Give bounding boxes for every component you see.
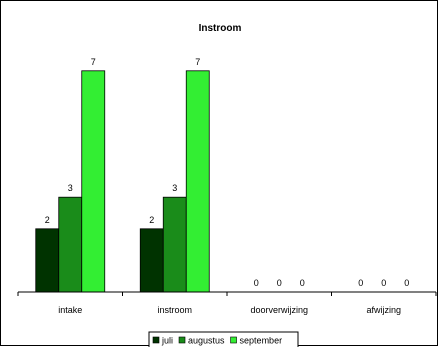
- legend-label-september: september: [240, 336, 283, 346]
- data-label-september-doorverwijzing: 0: [300, 278, 305, 288]
- bar-augustus-intake: [58, 196, 83, 293]
- bars-layer: [35, 70, 210, 293]
- legend: juli augustus september: [148, 331, 299, 349]
- bar-juli-intake: [35, 228, 60, 293]
- data-label-september-intake: 7: [91, 57, 96, 67]
- x-tick-label-instroom: instroom: [157, 305, 192, 315]
- data-labels-layer: 2 3 7 2 3 7 0 0 0 0 0 0: [45, 57, 410, 288]
- x-tick-label-intake: intake: [58, 305, 82, 315]
- legend-swatch-juli: [152, 336, 160, 344]
- bar-juli-instroom: [139, 228, 164, 293]
- bar-september-intake: [81, 70, 106, 293]
- data-label-september-afwijzing: 0: [404, 278, 409, 288]
- chart-title: Instroom: [199, 23, 242, 34]
- x-axis: intake instroom doorverwijzing afwijzing: [17, 291, 437, 315]
- bar-augustus-instroom: [162, 196, 187, 293]
- bar-september-instroom: [185, 70, 210, 293]
- data-label-juli-afwijzing: 0: [358, 278, 363, 288]
- data-label-augustus-instroom: 3: [172, 183, 177, 193]
- legend-swatch-september: [230, 336, 237, 344]
- x-tick-label-doorverwijzing: doorverwijzing: [250, 305, 308, 315]
- legend-label-juli: juli: [161, 336, 173, 346]
- data-label-september-instroom: 7: [195, 57, 200, 67]
- x-tick-label-afwijzing: afwijzing: [366, 305, 401, 315]
- data-label-augustus-doorverwijzing: 0: [277, 278, 282, 288]
- data-label-augustus-afwijzing: 0: [381, 278, 386, 288]
- data-label-juli-intake: 2: [45, 215, 50, 225]
- data-label-juli-instroom: 2: [149, 215, 154, 225]
- legend-label-augustus: augustus: [188, 336, 225, 346]
- legend-swatch-augustus: [178, 336, 186, 344]
- data-label-juli-doorverwijzing: 0: [254, 278, 259, 288]
- data-label-augustus-intake: 3: [68, 183, 73, 193]
